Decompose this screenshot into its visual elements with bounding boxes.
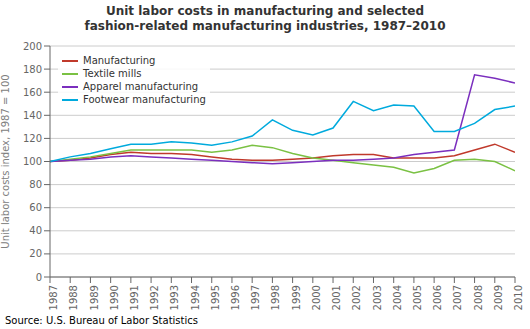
svg-text:1991: 1991 [129, 285, 140, 310]
svg-text:2001: 2001 [331, 285, 342, 310]
svg-text:2003: 2003 [372, 285, 383, 310]
html-text:Unit labor costs in manufactur: Unit labor costs in manufacturing and se… [84, 4, 446, 33]
svg-text:0: 0 [36, 272, 42, 283]
svg-text:1997: 1997 [250, 285, 261, 310]
svg-text:2006: 2006 [432, 285, 443, 310]
html-text:Footwear manufacturing: Footwear manufacturing [83, 94, 206, 105]
svg-text:1988: 1988 [68, 285, 79, 310]
svg-text:Unit labor costs index, 1987 =: Unit labor costs index, 1987 = 100 [8, 74, 11, 248]
html-text:Textile mills: Textile mills [83, 68, 142, 79]
svg-text:2005: 2005 [412, 285, 423, 310]
svg-text:40: 40 [29, 225, 42, 236]
svg-text:2004: 2004 [392, 285, 403, 310]
svg-text:200: 200 [23, 41, 42, 52]
svg-text:1989: 1989 [89, 285, 100, 310]
svg-text:160: 160 [23, 87, 42, 98]
svg-text:1995: 1995 [210, 285, 221, 310]
svg-text:20: 20 [29, 248, 42, 259]
svg-text:180: 180 [23, 64, 42, 75]
svg-text:80: 80 [29, 179, 42, 190]
svg-text:140: 140 [23, 110, 42, 121]
svg-text:1996: 1996 [230, 285, 241, 310]
svg-text:1993: 1993 [169, 285, 180, 310]
svg-text:1999: 1999 [291, 285, 302, 310]
svg-text:2009: 2009 [493, 285, 504, 310]
svg-text:2000: 2000 [311, 285, 322, 310]
svg-text:120: 120 [23, 133, 42, 144]
svg-text:1990: 1990 [109, 285, 120, 310]
svg-text:2010: 2010 [513, 285, 522, 310]
svg-text:1987: 1987 [48, 285, 59, 310]
svg-text:1994: 1994 [190, 285, 201, 310]
svg-text:1998: 1998 [270, 285, 281, 310]
html-text:Apparel manufacturing: Apparel manufacturing [83, 81, 199, 92]
svg-text:2007: 2007 [452, 285, 463, 310]
svg-text:2002: 2002 [351, 285, 362, 310]
html-text:Manufacturing: Manufacturing [83, 55, 156, 66]
svg-text:1992: 1992 [149, 285, 160, 310]
html-text:Source: U.S. Bureau of Labor S: Source: U.S. Bureau of Labor Statistics [5, 315, 198, 326]
svg-text:60: 60 [29, 202, 42, 213]
svg-text:100: 100 [23, 156, 42, 167]
svg-text:2008: 2008 [473, 285, 484, 310]
